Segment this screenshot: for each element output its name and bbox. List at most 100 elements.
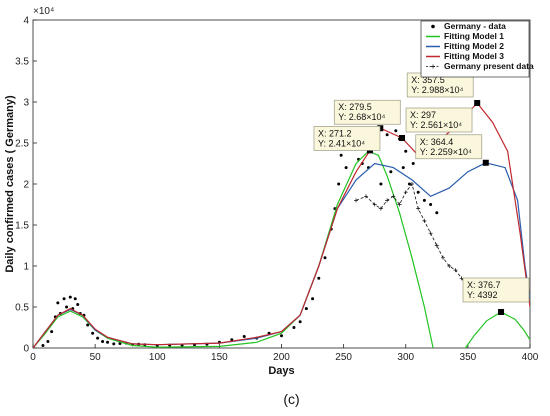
datatip-x-label: X: 279.5 bbox=[338, 102, 372, 112]
x-tick-label: 150 bbox=[211, 352, 228, 363]
series-germany-present-data-point bbox=[378, 206, 383, 211]
series-germany-data-point bbox=[46, 339, 50, 343]
series-germany-data-point bbox=[292, 326, 296, 329]
datatip-x-label: X: 357.5 bbox=[411, 75, 445, 85]
y-tick-label: 0.5 bbox=[15, 303, 29, 314]
legend-entry: Germany present data bbox=[444, 61, 534, 71]
series-germany-data-point bbox=[311, 297, 315, 301]
y-tick-label: 4 bbox=[23, 16, 29, 27]
series-germany-present-data-point bbox=[354, 198, 359, 203]
series-germany-present-data-point bbox=[428, 231, 433, 236]
series-germany-data-point bbox=[337, 182, 341, 186]
series-germany-data-point bbox=[323, 256, 327, 260]
legend-entry: Fitting Model 3 bbox=[444, 51, 504, 61]
series-germany-data-point bbox=[304, 307, 308, 311]
legend-entry: Fitting Model 2 bbox=[444, 41, 504, 51]
series-germany-data-point bbox=[401, 166, 405, 170]
series-germany-data-point bbox=[73, 297, 77, 301]
x-tick-label: 50 bbox=[90, 352, 102, 363]
series-germany-present-data-point bbox=[403, 190, 408, 195]
series-germany-data-point bbox=[407, 182, 411, 186]
datatip-box bbox=[462, 277, 530, 303]
series-germany-present-data-point bbox=[447, 264, 452, 268]
series-germany-present-data-point bbox=[372, 202, 377, 207]
series-germany-present-data-point bbox=[385, 198, 390, 203]
datatip-box bbox=[313, 126, 381, 151]
series-germany-data-point bbox=[385, 133, 389, 137]
series-fitting-model-1-line bbox=[33, 150, 434, 348]
datatip-x-label: X: 376.7 bbox=[467, 280, 501, 290]
legend-swatch-marker bbox=[431, 64, 435, 69]
x-axis-label: Days bbox=[268, 365, 294, 377]
series-germany-data-point bbox=[435, 211, 439, 215]
series-germany-data-point bbox=[91, 331, 95, 335]
legend-entry: Germany - data bbox=[444, 21, 506, 31]
datatip-y-label: Y: 4392 bbox=[467, 290, 498, 300]
datatip-x-label: X: 364.4 bbox=[420, 137, 454, 147]
x-tick-label: 400 bbox=[522, 352, 539, 363]
series-germany-present-data-point bbox=[416, 206, 421, 211]
series-germany-data-point bbox=[50, 330, 54, 334]
y-tick-label: 3 bbox=[23, 98, 29, 109]
y-tick-label: 0 bbox=[23, 344, 29, 355]
series-germany-data-point bbox=[339, 153, 343, 157]
y-tick-label: 1.5 bbox=[15, 221, 29, 232]
x-tick-label: 0 bbox=[30, 352, 36, 363]
datatip-box bbox=[415, 134, 483, 160]
series-germany-data-point bbox=[96, 336, 100, 340]
series-germany-data-point bbox=[68, 295, 72, 299]
datatip-y-label: Y: 2.68×10⁴ bbox=[338, 112, 385, 122]
series-germany-data-point bbox=[394, 129, 398, 133]
series-germany-present-data-point bbox=[409, 182, 414, 186]
series-germany-data-point bbox=[422, 198, 426, 202]
datatip-y-label: Y: 2.561×10⁴ bbox=[410, 120, 462, 130]
y-tick-label: 2 bbox=[23, 180, 29, 191]
legend-box bbox=[420, 20, 530, 78]
series-germany-data-point bbox=[56, 301, 60, 305]
y-exponent-label: ×10⁴ bbox=[33, 6, 54, 17]
series-germany-data-point bbox=[317, 276, 321, 280]
series-germany-data-point bbox=[416, 190, 420, 194]
series-germany-data-point bbox=[379, 182, 383, 186]
y-tick-label: 3.5 bbox=[15, 57, 29, 68]
series-germany-present-data-point bbox=[453, 268, 458, 273]
x-tick-label: 300 bbox=[397, 352, 414, 363]
series-germany-data-point bbox=[404, 149, 408, 153]
series-germany-data-point bbox=[344, 166, 348, 170]
series-germany-data-point bbox=[280, 334, 283, 338]
legend-entry: Fitting Model 1 bbox=[444, 31, 504, 41]
series-germany-data-point bbox=[41, 344, 45, 348]
series-germany-data-point bbox=[76, 303, 80, 307]
series-germany-data-point bbox=[389, 170, 393, 174]
datatip-y-label: Y: 2.259×10⁴ bbox=[420, 147, 472, 157]
series-germany-data-point bbox=[242, 335, 246, 339]
series-germany-present-data-point bbox=[391, 194, 396, 199]
series-germany-data-point bbox=[86, 323, 90, 327]
y-tick-label: 2.5 bbox=[15, 139, 29, 150]
datatip-marker bbox=[399, 134, 406, 141]
series-germany-data-point bbox=[298, 320, 302, 324]
datatip-box bbox=[405, 107, 473, 133]
series-germany-data-point bbox=[112, 342, 116, 346]
series-germany-present-data-point bbox=[434, 243, 439, 248]
series-germany-data-point bbox=[106, 340, 110, 344]
series-germany-data-point bbox=[118, 341, 122, 345]
series-germany-data-point bbox=[101, 339, 105, 343]
datatip-y-label: Y: 2.988×10⁴ bbox=[411, 85, 463, 95]
legend-swatch bbox=[431, 24, 435, 29]
y-axis-label: Daily confirmed cases ( Germany) bbox=[4, 95, 16, 273]
series-germany-present-data-point bbox=[422, 218, 427, 223]
datatip-marker bbox=[474, 99, 481, 106]
series-germany-data-point bbox=[62, 297, 66, 301]
datatip-box bbox=[333, 99, 401, 125]
series-germany-data-point bbox=[65, 305, 69, 309]
y-tick-label: 1 bbox=[23, 262, 29, 273]
figure-caption: (c) bbox=[283, 391, 299, 407]
x-tick-label: 350 bbox=[460, 352, 477, 363]
series-germany-present-data-point bbox=[441, 255, 446, 260]
datatip-marker bbox=[482, 159, 489, 166]
series-germany-present-data-point bbox=[397, 202, 402, 207]
datatip-x-label: X: 297 bbox=[410, 110, 436, 120]
